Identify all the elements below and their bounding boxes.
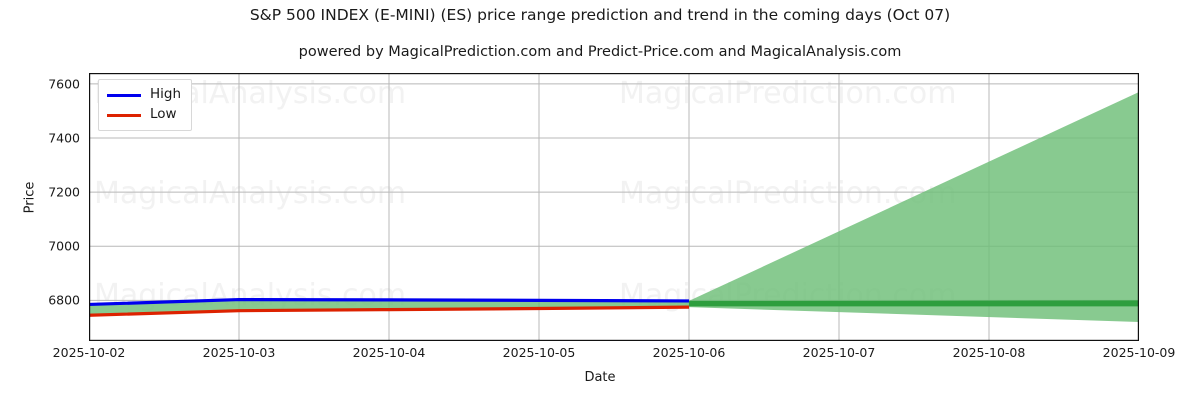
band-historic-range [89, 299, 689, 316]
legend-swatch-icon [107, 113, 141, 117]
legend-item-high[interactable]: High [107, 85, 181, 105]
band-prediction-core [689, 300, 1139, 307]
watermark-text: MagicalAnalysis.com [94, 176, 406, 211]
plot-svg: MagicalAnalysis.com MagicalPrediction.com… [89, 73, 1139, 341]
x-tick-label: 2025-10-08 [952, 345, 1026, 360]
x-tick-label: 2025-10-06 [652, 345, 726, 360]
legend-swatch-icon [107, 93, 141, 97]
x-tick-label: 2025-10-02 [52, 345, 126, 360]
x-axis-ticks: 2025-10-02 2025-10-03 2025-10-04 2025-10-05… [53, 345, 1176, 367]
y-tick-label: 7600 [48, 76, 80, 92]
band-prediction-range-wide [689, 91, 1139, 323]
x-tick-label: 2025-10-05 [502, 345, 576, 360]
y-tick-label: 7400 [48, 130, 80, 146]
series-line-low [89, 305, 690, 317]
y-axis-ticks: 6800 7000 7200 7400 7600 [16, 73, 80, 341]
legend-item-label: Low [150, 106, 177, 123]
x-tick-label: 2025-10-03 [202, 345, 276, 360]
plot-area: MagicalAnalysis.com MagicalPrediction.com… [89, 73, 1139, 341]
x-tick-label: 2025-10-09 [1102, 345, 1176, 360]
chart-title: S&P 500 INDEX (E-MINI) (ES) price range … [249, 6, 951, 24]
y-tick-label: 7200 [48, 184, 80, 200]
x-axis-label: Date [584, 370, 616, 385]
series-line-high [89, 297, 690, 307]
legend-item-low[interactable]: Low [107, 105, 181, 125]
y-tick-label: 6800 [48, 292, 80, 308]
x-tick-label: 2025-10-04 [352, 345, 426, 360]
chart-subtitle: powered by MagicalPrediction.com and Pre… [298, 44, 902, 60]
legend-item-label: High [150, 86, 182, 103]
x-tick-label: 2025-10-07 [802, 345, 876, 360]
y-tick-label: 7000 [48, 238, 80, 254]
chart-legend: High Low [98, 79, 193, 131]
plot-border [89, 73, 1139, 341]
watermark-text: MagicalPrediction.com [619, 76, 957, 111]
